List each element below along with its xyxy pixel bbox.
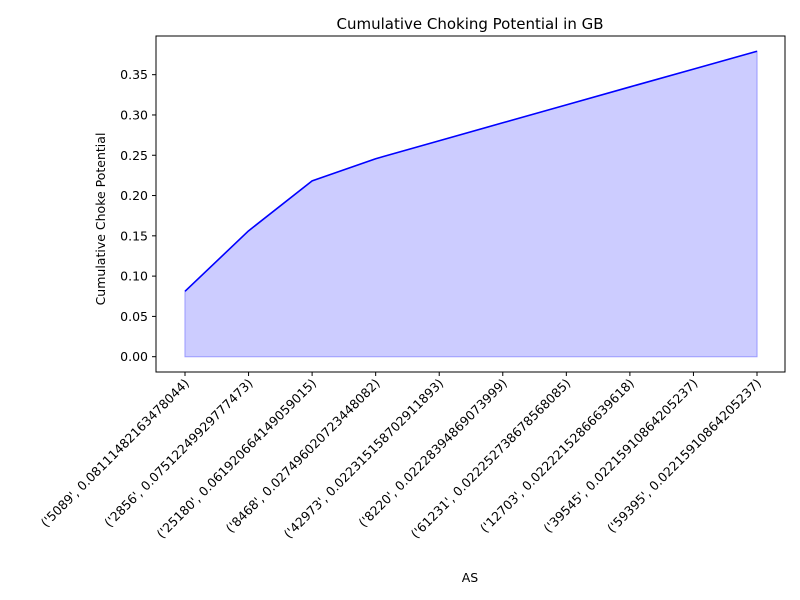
chart-title: Cumulative Choking Potential in GB [336, 15, 603, 33]
line-layer [184, 50, 758, 292]
y-tick-label: 0.10 [120, 269, 148, 284]
y-tick-label: 0.00 [120, 349, 148, 364]
axes-layer [155, 35, 786, 373]
y-tick-label: 0.05 [120, 309, 148, 324]
y-tick-label: 0.20 [120, 188, 148, 203]
y-axis-title: Cumulative Choke Potential [93, 133, 108, 306]
y-tick-label: 0.30 [120, 107, 148, 122]
plot-frame [155, 35, 786, 373]
y-tick-label: 0.35 [120, 67, 148, 82]
x-axis-title: AS [462, 570, 479, 585]
y-tick-label: 0.25 [120, 148, 148, 163]
y-tick-label: 0.15 [120, 228, 148, 243]
series-line [184, 50, 758, 292]
